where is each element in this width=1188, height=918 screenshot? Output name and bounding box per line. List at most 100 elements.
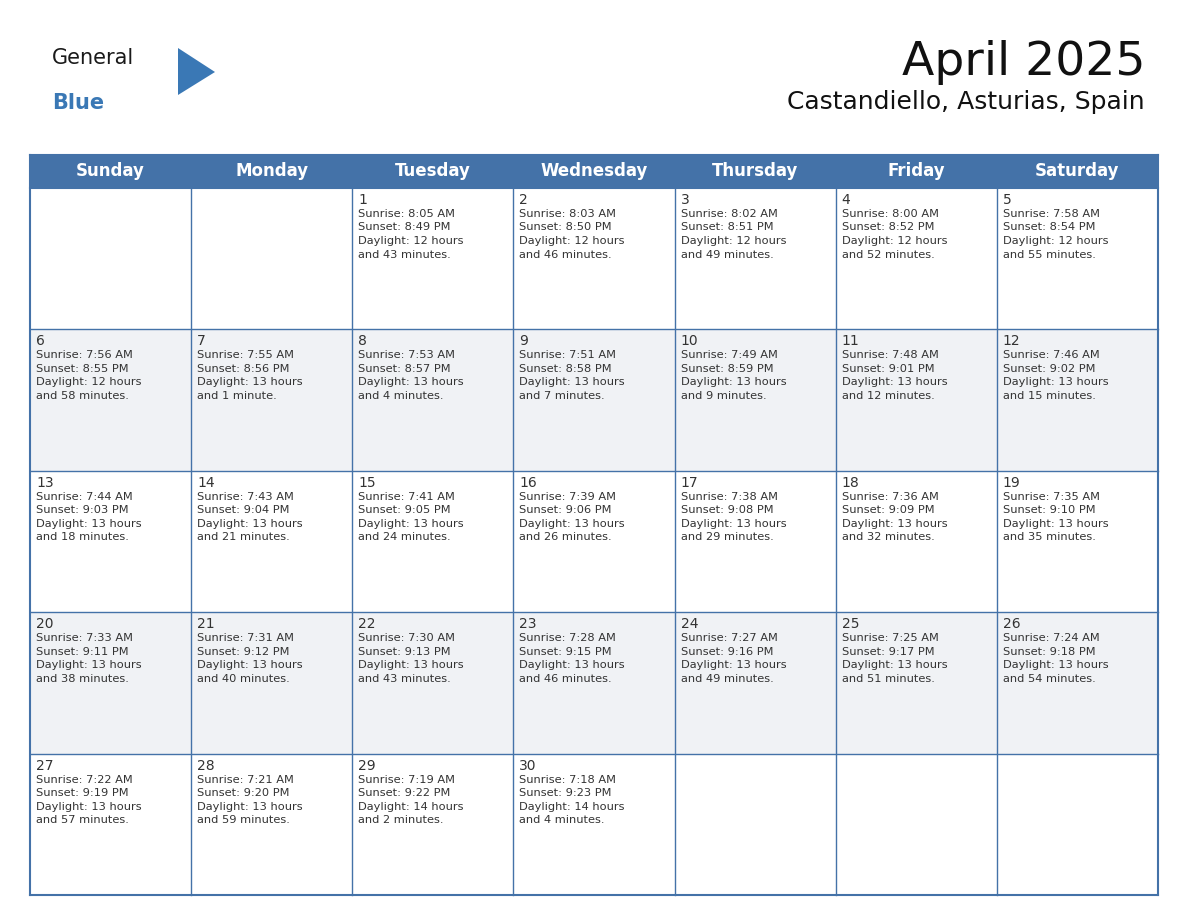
Text: Sunset: 9:09 PM: Sunset: 9:09 PM xyxy=(842,505,934,515)
Text: Sunrise: 7:53 AM: Sunrise: 7:53 AM xyxy=(359,351,455,361)
Text: Sunrise: 8:03 AM: Sunrise: 8:03 AM xyxy=(519,209,617,219)
Text: Daylight: 13 hours: Daylight: 13 hours xyxy=(197,801,303,812)
Text: Sunset: 9:15 PM: Sunset: 9:15 PM xyxy=(519,646,612,656)
Text: 20: 20 xyxy=(36,617,53,632)
Text: Sunrise: 7:24 AM: Sunrise: 7:24 AM xyxy=(1003,633,1100,644)
Text: 28: 28 xyxy=(197,758,215,773)
Text: Daylight: 13 hours: Daylight: 13 hours xyxy=(681,519,786,529)
Text: and 49 minutes.: and 49 minutes. xyxy=(681,674,773,684)
Text: 1: 1 xyxy=(359,193,367,207)
Text: Sunset: 9:02 PM: Sunset: 9:02 PM xyxy=(1003,364,1095,374)
Text: Daylight: 13 hours: Daylight: 13 hours xyxy=(36,801,141,812)
Text: Sunrise: 8:02 AM: Sunrise: 8:02 AM xyxy=(681,209,777,219)
Text: Sunset: 8:52 PM: Sunset: 8:52 PM xyxy=(842,222,934,232)
Text: Daylight: 12 hours: Daylight: 12 hours xyxy=(359,236,463,246)
Text: and 46 minutes.: and 46 minutes. xyxy=(519,674,612,684)
Text: Sunset: 9:18 PM: Sunset: 9:18 PM xyxy=(1003,646,1095,656)
Text: Sunset: 9:03 PM: Sunset: 9:03 PM xyxy=(36,505,128,515)
Text: Daylight: 13 hours: Daylight: 13 hours xyxy=(842,660,947,670)
Text: Sunrise: 7:56 AM: Sunrise: 7:56 AM xyxy=(36,351,133,361)
Text: Sunrise: 7:36 AM: Sunrise: 7:36 AM xyxy=(842,492,939,502)
Text: Daylight: 13 hours: Daylight: 13 hours xyxy=(842,377,947,387)
Text: Sunrise: 7:39 AM: Sunrise: 7:39 AM xyxy=(519,492,617,502)
Text: Sunrise: 7:25 AM: Sunrise: 7:25 AM xyxy=(842,633,939,644)
Text: Daylight: 13 hours: Daylight: 13 hours xyxy=(359,377,463,387)
Text: and 38 minutes.: and 38 minutes. xyxy=(36,674,128,684)
Text: Sunrise: 7:19 AM: Sunrise: 7:19 AM xyxy=(359,775,455,785)
Text: Sunset: 9:12 PM: Sunset: 9:12 PM xyxy=(197,646,290,656)
Text: Sunset: 9:05 PM: Sunset: 9:05 PM xyxy=(359,505,451,515)
Text: Daylight: 13 hours: Daylight: 13 hours xyxy=(197,377,303,387)
Text: 9: 9 xyxy=(519,334,529,349)
Text: Sunset: 9:10 PM: Sunset: 9:10 PM xyxy=(1003,505,1095,515)
Text: Daylight: 13 hours: Daylight: 13 hours xyxy=(197,660,303,670)
Text: Sunset: 9:06 PM: Sunset: 9:06 PM xyxy=(519,505,612,515)
Text: Thursday: Thursday xyxy=(712,162,798,181)
Text: 17: 17 xyxy=(681,476,699,490)
Bar xyxy=(30,471,1158,612)
Text: and 32 minutes.: and 32 minutes. xyxy=(842,532,935,543)
Text: 3: 3 xyxy=(681,193,689,207)
Text: and 26 minutes.: and 26 minutes. xyxy=(519,532,612,543)
Text: 16: 16 xyxy=(519,476,537,490)
Text: 10: 10 xyxy=(681,334,699,349)
Text: 6: 6 xyxy=(36,334,45,349)
Text: Sunrise: 7:48 AM: Sunrise: 7:48 AM xyxy=(842,351,939,361)
Text: Daylight: 13 hours: Daylight: 13 hours xyxy=(842,519,947,529)
Text: Daylight: 13 hours: Daylight: 13 hours xyxy=(681,660,786,670)
Text: Daylight: 13 hours: Daylight: 13 hours xyxy=(1003,519,1108,529)
Text: Sunset: 8:49 PM: Sunset: 8:49 PM xyxy=(359,222,450,232)
Text: Sunset: 8:50 PM: Sunset: 8:50 PM xyxy=(519,222,612,232)
Text: and 35 minutes.: and 35 minutes. xyxy=(1003,532,1095,543)
Text: Daylight: 13 hours: Daylight: 13 hours xyxy=(681,377,786,387)
Text: Sunrise: 7:22 AM: Sunrise: 7:22 AM xyxy=(36,775,133,785)
Text: and 49 minutes.: and 49 minutes. xyxy=(681,250,773,260)
Text: Sunset: 9:04 PM: Sunset: 9:04 PM xyxy=(197,505,290,515)
Text: April 2025: April 2025 xyxy=(902,40,1145,85)
Polygon shape xyxy=(178,48,215,95)
Text: 15: 15 xyxy=(359,476,375,490)
Bar xyxy=(30,188,1158,330)
Text: Sunrise: 7:33 AM: Sunrise: 7:33 AM xyxy=(36,633,133,644)
Text: and 40 minutes.: and 40 minutes. xyxy=(197,674,290,684)
Text: Sunset: 8:56 PM: Sunset: 8:56 PM xyxy=(197,364,290,374)
Text: Daylight: 13 hours: Daylight: 13 hours xyxy=(36,519,141,529)
Text: Sunset: 9:08 PM: Sunset: 9:08 PM xyxy=(681,505,773,515)
Text: Daylight: 13 hours: Daylight: 13 hours xyxy=(197,519,303,529)
Text: Daylight: 12 hours: Daylight: 12 hours xyxy=(36,377,141,387)
Text: Daylight: 13 hours: Daylight: 13 hours xyxy=(519,660,625,670)
Text: Blue: Blue xyxy=(52,93,105,113)
Text: Sunset: 9:22 PM: Sunset: 9:22 PM xyxy=(359,788,450,798)
Text: Sunrise: 7:43 AM: Sunrise: 7:43 AM xyxy=(197,492,293,502)
Text: Daylight: 13 hours: Daylight: 13 hours xyxy=(36,660,141,670)
Text: Sunrise: 7:58 AM: Sunrise: 7:58 AM xyxy=(1003,209,1100,219)
Text: Saturday: Saturday xyxy=(1035,162,1119,181)
Text: Castandiello, Asturias, Spain: Castandiello, Asturias, Spain xyxy=(788,90,1145,114)
Text: and 29 minutes.: and 29 minutes. xyxy=(681,532,773,543)
Bar xyxy=(30,330,1158,471)
Text: Sunrise: 7:49 AM: Sunrise: 7:49 AM xyxy=(681,351,777,361)
Text: Daylight: 12 hours: Daylight: 12 hours xyxy=(1003,236,1108,246)
Text: Daylight: 14 hours: Daylight: 14 hours xyxy=(519,801,625,812)
Text: 12: 12 xyxy=(1003,334,1020,349)
Text: and 4 minutes.: and 4 minutes. xyxy=(359,391,444,401)
Text: 13: 13 xyxy=(36,476,53,490)
Text: 18: 18 xyxy=(842,476,859,490)
Text: Sunrise: 7:21 AM: Sunrise: 7:21 AM xyxy=(197,775,293,785)
Text: Wednesday: Wednesday xyxy=(541,162,647,181)
Text: Sunset: 9:01 PM: Sunset: 9:01 PM xyxy=(842,364,934,374)
Text: Sunrise: 7:41 AM: Sunrise: 7:41 AM xyxy=(359,492,455,502)
Text: Sunrise: 7:28 AM: Sunrise: 7:28 AM xyxy=(519,633,617,644)
Text: Sunset: 9:17 PM: Sunset: 9:17 PM xyxy=(842,646,934,656)
Text: 11: 11 xyxy=(842,334,859,349)
Text: 14: 14 xyxy=(197,476,215,490)
Text: Sunrise: 7:55 AM: Sunrise: 7:55 AM xyxy=(197,351,295,361)
Text: Sunset: 9:23 PM: Sunset: 9:23 PM xyxy=(519,788,612,798)
Text: and 24 minutes.: and 24 minutes. xyxy=(359,532,451,543)
Text: and 4 minutes.: and 4 minutes. xyxy=(519,815,605,825)
Text: Sunrise: 8:05 AM: Sunrise: 8:05 AM xyxy=(359,209,455,219)
Text: Daylight: 12 hours: Daylight: 12 hours xyxy=(842,236,947,246)
Text: 2: 2 xyxy=(519,193,529,207)
Text: Monday: Monday xyxy=(235,162,308,181)
Text: Daylight: 13 hours: Daylight: 13 hours xyxy=(359,519,463,529)
